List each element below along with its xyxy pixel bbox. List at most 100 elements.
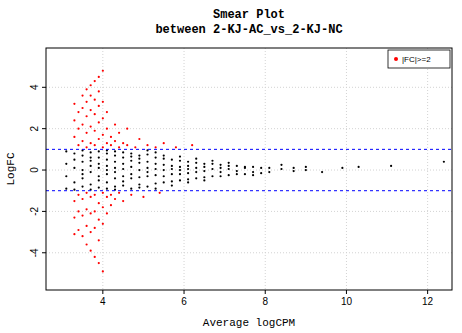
point [90, 183, 92, 185]
point [73, 217, 75, 219]
point [159, 192, 161, 194]
point [146, 167, 148, 169]
tick [265, 290, 266, 294]
point [106, 165, 108, 167]
point [86, 146, 88, 148]
point [77, 194, 79, 196]
point [163, 154, 165, 156]
tick [42, 252, 46, 253]
point [118, 146, 120, 148]
point [163, 158, 165, 160]
point [106, 212, 108, 214]
tick-label: 0 [29, 167, 40, 173]
point [81, 198, 83, 200]
point [236, 165, 238, 167]
point [195, 162, 197, 164]
tick-label: -2 [29, 207, 40, 216]
point [98, 76, 100, 78]
point [138, 187, 140, 189]
point [163, 169, 165, 171]
point [102, 192, 104, 194]
point [106, 142, 108, 144]
point [130, 166, 132, 168]
point [114, 198, 116, 200]
point [90, 196, 92, 198]
point [94, 210, 96, 212]
point [81, 140, 83, 142]
tick-label: 12 [422, 296, 434, 307]
point [191, 144, 193, 146]
point [236, 170, 238, 172]
point [228, 165, 230, 167]
point [106, 159, 108, 161]
point [443, 161, 445, 163]
point [81, 235, 83, 237]
point [73, 136, 75, 138]
point [114, 185, 116, 187]
point [77, 210, 79, 212]
point [122, 180, 124, 182]
point [94, 227, 96, 229]
point [179, 169, 181, 171]
point [187, 165, 189, 167]
legend-marker [394, 57, 398, 61]
point [86, 132, 88, 134]
point [98, 163, 100, 165]
point [106, 188, 108, 190]
point [146, 153, 148, 155]
point [94, 130, 96, 132]
point [86, 208, 88, 210]
point [171, 173, 173, 175]
point [179, 155, 181, 157]
point [130, 160, 132, 162]
point [102, 134, 104, 136]
point [228, 174, 230, 176]
point [86, 101, 88, 103]
point [114, 150, 116, 152]
point [138, 162, 140, 164]
point [122, 175, 124, 177]
point [73, 200, 75, 202]
point [134, 146, 136, 148]
grid-line [184, 48, 185, 290]
point [98, 157, 100, 159]
point [81, 173, 83, 175]
point [122, 157, 124, 159]
point [171, 180, 173, 182]
point [146, 175, 148, 177]
point [98, 105, 100, 107]
point [138, 154, 140, 156]
point [138, 169, 140, 171]
point [118, 132, 120, 134]
point [179, 160, 181, 162]
point [155, 188, 157, 190]
point [110, 204, 112, 206]
point [130, 188, 132, 190]
point [98, 202, 100, 204]
point [390, 165, 392, 167]
tick-label: 8 [262, 296, 268, 307]
point [171, 168, 173, 170]
point [77, 111, 79, 113]
point [114, 140, 116, 142]
subtitle: between 2-KJ-AC_vs_2-KJ-NC [155, 23, 342, 37]
point [155, 151, 157, 153]
chart: Smear Plotbetween 2-KJ-AC_vs_2-KJ-NC4681… [0, 0, 462, 333]
reference-line [46, 149, 452, 150]
point [122, 168, 124, 170]
point [90, 250, 92, 252]
point [110, 194, 112, 196]
point [86, 243, 88, 245]
point [106, 152, 108, 154]
point [94, 194, 96, 196]
point [219, 167, 221, 169]
point [114, 171, 116, 173]
point [86, 115, 88, 117]
point [98, 138, 100, 140]
point [73, 119, 75, 121]
point [146, 144, 148, 146]
point [341, 167, 343, 169]
point [73, 159, 75, 161]
point [126, 144, 128, 146]
point [106, 173, 108, 175]
